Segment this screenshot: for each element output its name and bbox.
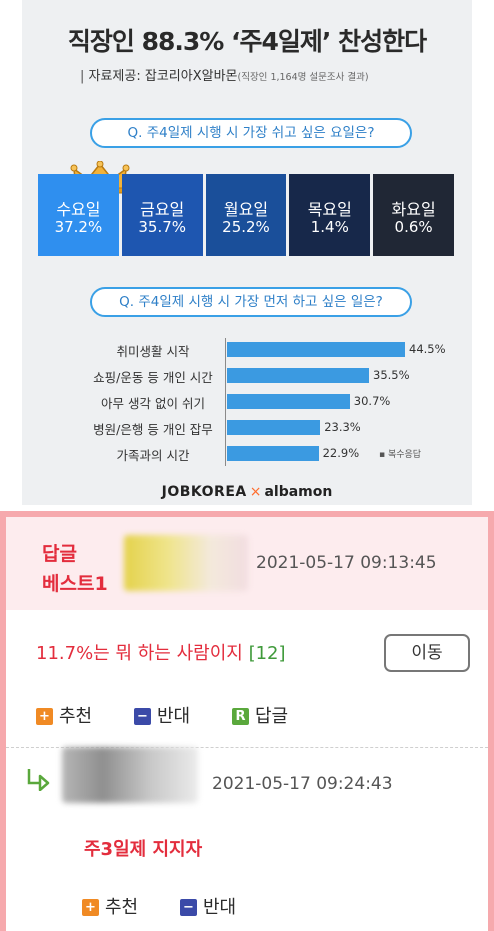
infographic-title: 직장인 88.3% ‘주4일제’ 찬성한다 bbox=[67, 27, 427, 56]
activity-value-label: 44.5% bbox=[409, 342, 446, 356]
reply-timestamp: 2021-05-17 09:24:43 bbox=[212, 774, 393, 794]
reply-oppose-label: 반대 bbox=[203, 897, 237, 918]
recommend-label: 추천 bbox=[59, 706, 93, 727]
reply-recommend-label: 추천 bbox=[105, 897, 139, 918]
day-value-label: 25.2% bbox=[222, 218, 270, 236]
reply-button[interactable]: R 답글 bbox=[232, 702, 288, 728]
question-2: Q. 주4일제 시행 시 가장 먼저 하고 싶은 일은? bbox=[90, 287, 412, 317]
albamon-logo: albamon bbox=[264, 484, 333, 500]
question-1: Q. 주4일제 시행 시 가장 쉬고 싶은 요일은? bbox=[90, 118, 412, 148]
logo-separator: × bbox=[249, 484, 262, 500]
day-value-label: 37.2% bbox=[54, 218, 103, 236]
day-bar: 목요일 1.4% bbox=[289, 174, 371, 256]
activity-bar bbox=[227, 446, 319, 461]
reply-text: 주3일제 지지자 bbox=[84, 839, 203, 860]
move-button[interactable]: 이동 bbox=[384, 634, 470, 672]
minus-icon: − bbox=[180, 899, 197, 916]
blurred-username[interactable] bbox=[62, 747, 198, 803]
best-comment-timestamp: 2021-05-17 09:13:45 bbox=[256, 553, 437, 573]
partner-logos: JOBKOREA × albamon bbox=[22, 484, 472, 500]
day-value-label: 35.7% bbox=[138, 218, 187, 236]
day-value-label: 0.6% bbox=[394, 218, 433, 236]
activity-bar bbox=[227, 394, 350, 409]
minus-icon: − bbox=[134, 708, 151, 725]
day-bar: 수요일 37.2% bbox=[38, 174, 119, 256]
recommend-button[interactable]: + 추천 bbox=[36, 702, 92, 728]
best-comment-header: 답글 베스트1 2021-05-17 09:13:45 bbox=[6, 517, 488, 610]
blurred-username[interactable] bbox=[124, 535, 248, 591]
activity-label: 취미생활 시작 bbox=[116, 344, 190, 359]
activity-value-label: 22.9% bbox=[322, 446, 360, 460]
activity-label: 가족과의 시간 bbox=[116, 448, 190, 463]
day-label: 월요일 bbox=[223, 200, 269, 219]
reply-count[interactable]: [12] bbox=[248, 643, 286, 664]
comment-section: 답글 베스트1 2021-05-17 09:13:45 11.7%는 뭐 하는 … bbox=[0, 511, 494, 931]
day-bar: 금요일 35.7% bbox=[121, 174, 203, 256]
day-label: 목요일 bbox=[307, 200, 352, 219]
infographic-panel: 직장인 88.3% ‘주4일제’ 찬성한다 | 자료제공: 잡코리아X알바몬(직… bbox=[22, 0, 472, 505]
best-badge-line1: 답글 bbox=[42, 543, 77, 565]
activity-bar bbox=[227, 368, 369, 383]
activity-chart-axis bbox=[225, 338, 226, 466]
activity-label: 쇼핑/운동 등 개인 시간 bbox=[93, 370, 213, 385]
activity-value-label: 23.3% bbox=[324, 420, 361, 434]
activity-value-label: 35.5% bbox=[373, 368, 410, 382]
reply-oppose-button[interactable]: − 반대 bbox=[180, 893, 236, 919]
best-badge: 답글 베스트1 bbox=[42, 539, 108, 599]
oppose-label: 반대 bbox=[157, 706, 191, 727]
source-divider: | bbox=[80, 69, 89, 84]
plus-icon: + bbox=[36, 708, 53, 725]
activity-bar bbox=[227, 342, 405, 357]
source-label: 자료제공: 잡코리아X알바몬 bbox=[88, 69, 238, 84]
activity-label: 아무 생각 없이 쉬기 bbox=[101, 396, 205, 411]
jobkorea-logo: JOBKOREA bbox=[161, 484, 247, 500]
day-label: 화요일 bbox=[391, 200, 436, 219]
plus-icon: + bbox=[82, 899, 99, 916]
best-comment-body: 11.7%는 뭐 하는 사람이지 bbox=[36, 643, 243, 664]
activity-label: 병원/은행 등 개인 잡무 bbox=[93, 422, 213, 437]
day-label: 금요일 bbox=[140, 200, 185, 219]
reply-recommend-button[interactable]: + 추천 bbox=[82, 893, 138, 919]
best-comment-text: 11.7%는 뭐 하는 사람이지 [12] bbox=[36, 639, 286, 665]
day-bar: 월요일 25.2% bbox=[205, 174, 287, 256]
day-label: 수요일 bbox=[56, 200, 101, 219]
day-bar: 화요일 0.6% bbox=[373, 174, 454, 256]
best-badge-line2: 베스트1 bbox=[42, 573, 108, 595]
source-line: | 자료제공: 잡코리아X알바몬(직장인 1,164명 설문조사 결과) bbox=[80, 65, 369, 84]
day-value-label: 1.4% bbox=[310, 218, 349, 236]
activity-bar bbox=[227, 420, 321, 435]
comment-divider bbox=[6, 747, 488, 748]
reply-label: 답글 bbox=[255, 706, 289, 727]
source-note: (직장인 1,164명 설문조사 결과) bbox=[237, 72, 369, 83]
multiple-response-note: ▪ 복수응답 bbox=[379, 450, 422, 460]
oppose-button[interactable]: − 반대 bbox=[134, 702, 190, 728]
activity-value-label: 30.7% bbox=[353, 394, 391, 408]
reply-arrow-icon bbox=[27, 769, 50, 791]
reply-icon: R bbox=[232, 708, 249, 725]
